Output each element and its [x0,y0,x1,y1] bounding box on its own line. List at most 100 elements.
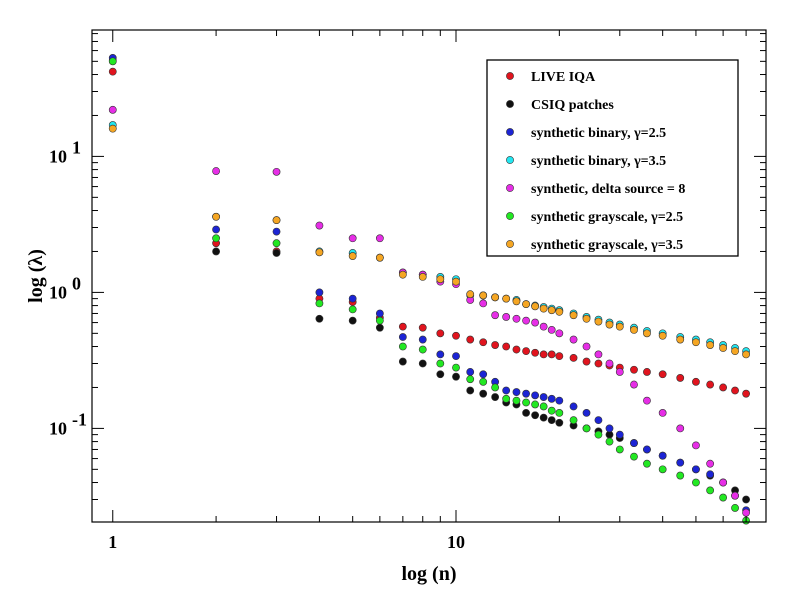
data-point [742,508,750,517]
data-point [512,345,521,354]
data-point [643,396,651,405]
data-point [348,316,357,325]
legend-label: LIVE IQA [531,70,596,85]
data-point [452,363,460,372]
data-point [569,402,578,411]
data-point [375,323,384,332]
data-point [418,345,427,354]
legend-marker [506,240,514,248]
legend-marker [506,128,514,136]
data-point [436,329,445,338]
data-point [692,338,700,347]
data-point [512,314,521,323]
data-point [418,323,427,332]
data-point [398,322,407,331]
data-point [676,458,685,467]
data-point [569,311,578,320]
series-7 [108,124,750,359]
data-point [522,316,530,325]
data-point [742,350,750,359]
data-point [375,234,384,243]
data-point [706,459,715,468]
data-point [582,342,591,351]
legend-label: synthetic grayscale, γ=2.5 [531,210,683,225]
y-tick-exponent: 1 [72,137,81,157]
data-point [539,350,548,359]
data-point [212,234,220,243]
data-point [539,393,548,401]
data-point [479,291,488,300]
data-point [108,57,117,66]
data-point [512,297,521,306]
data-point [436,370,445,379]
data-point [491,341,500,349]
data-point [569,353,578,362]
data-point [742,495,750,504]
data-point [375,253,384,262]
data-point [479,370,488,379]
data-point [502,313,511,321]
data-point [398,333,407,341]
data-point [658,451,667,460]
data-point [706,486,715,495]
data-point [676,471,685,480]
data-point [108,67,117,76]
data-point [531,400,540,409]
data-point [547,350,556,359]
legend-marker [506,184,514,192]
data-point [643,459,651,468]
data-point [658,370,667,379]
data-point [547,306,556,315]
data-point [676,374,685,382]
data-point [630,365,638,374]
data-point [108,124,117,133]
data-point [594,359,603,368]
data-point [582,357,591,366]
legend-marker [506,212,514,220]
data-point [555,329,564,338]
series-6 [108,57,750,525]
data-point [706,380,715,389]
data-point [692,465,700,474]
legend-label: synthetic grayscale, γ=3.5 [531,238,683,253]
y-tick-label: 10 [49,146,67,166]
data-point [706,470,715,479]
data-point [615,368,624,376]
y-tick-label: 10 [49,418,67,438]
data-point [315,248,324,257]
data-point [676,335,685,344]
data-point [315,288,324,297]
data-point [630,380,638,389]
y-tick-exponent: -1 [72,409,87,429]
data-point [491,383,500,392]
data-point [512,388,521,396]
data-point [731,347,739,356]
data-point [522,300,530,309]
data-point [479,299,488,308]
data-point [502,294,511,303]
data-point [212,212,220,221]
data-point [555,408,564,417]
data-point [348,252,357,260]
data-point [466,335,475,344]
data-point [398,270,407,279]
data-point [615,445,624,454]
data-point [605,320,614,329]
data-point [522,347,530,356]
data-point [569,416,578,425]
data-point [531,348,540,357]
data-point [466,386,475,395]
data-point [531,318,540,327]
legend-marker [506,156,514,164]
data-point [272,249,281,257]
data-point [605,437,614,446]
plot-frame [91,29,767,523]
data-point [315,314,324,323]
data-point [594,350,603,359]
data-point [531,411,540,420]
x-tick-label: 10 [447,532,465,552]
data-point [522,389,530,398]
data-point [452,331,460,340]
data-point [539,304,548,313]
